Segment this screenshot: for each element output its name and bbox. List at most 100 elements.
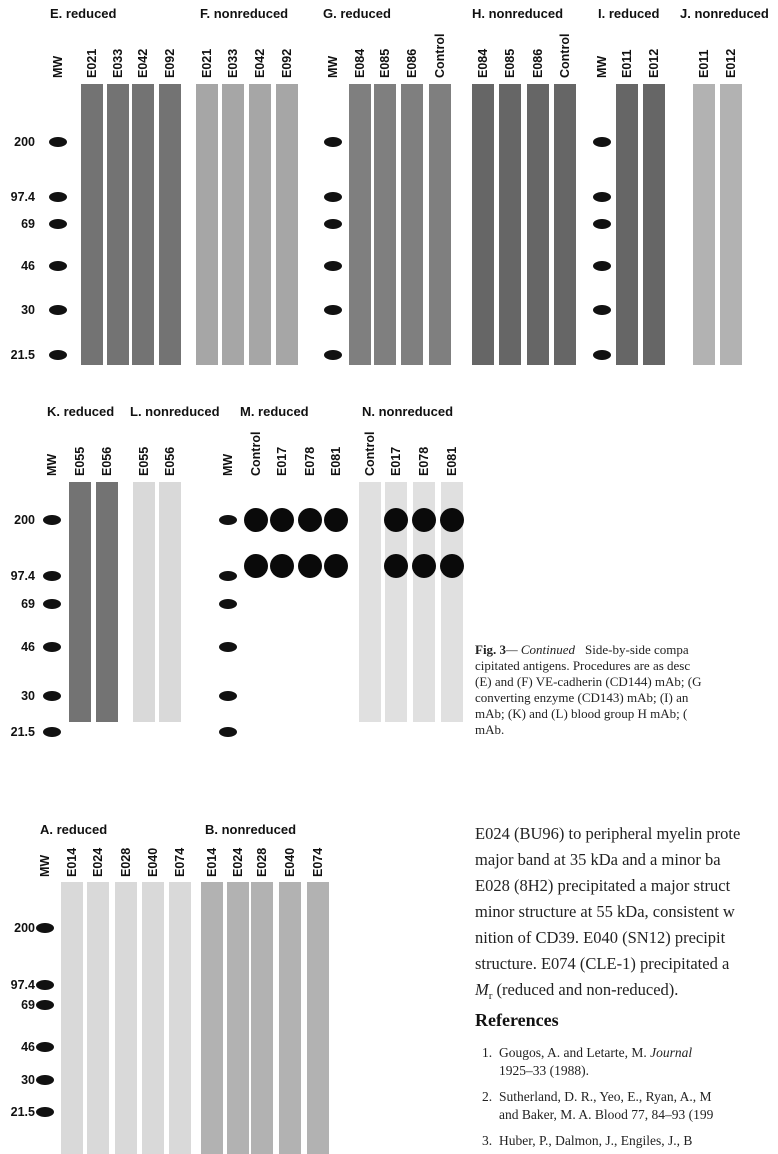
mw-band: [593, 137, 611, 147]
lane-label: E056: [100, 447, 114, 476]
lane-label: Control: [433, 34, 447, 78]
mw-label: 46: [21, 640, 35, 654]
lane-smear: [643, 84, 665, 365]
band: [324, 508, 348, 532]
lane-label: E092: [280, 49, 294, 78]
lane-smear: [227, 882, 249, 1154]
mw-band: [43, 515, 61, 525]
mw-label: 46: [21, 259, 35, 273]
mw-label: 200: [14, 135, 35, 149]
band: [412, 508, 436, 532]
mw-band: [36, 1000, 54, 1010]
lane-smear: [96, 482, 118, 722]
lane-label: E074: [311, 848, 325, 877]
mw-label: 97.4: [11, 569, 35, 583]
mw-band: [219, 727, 237, 737]
lane-smear: [115, 882, 137, 1154]
mw-label: 69: [21, 597, 35, 611]
body-line: Mr (reduced and non-reduced).: [474, 980, 678, 1002]
mw-band: [219, 599, 237, 609]
band: [298, 508, 322, 532]
mw-band: [49, 137, 67, 147]
band: [440, 554, 464, 578]
mw-label: 200: [14, 921, 35, 935]
lane-label: Control: [558, 34, 572, 78]
panel-label: L. nonreduced: [130, 404, 220, 419]
lane-label: E033: [111, 49, 125, 78]
lane-label: Control: [363, 432, 377, 476]
lane-label: E086: [531, 49, 545, 78]
panel-label: G. reduced: [323, 6, 391, 21]
panel-label: N. nonreduced: [362, 404, 453, 419]
ref-text: Sutherland, D. R., Yeo, E., Ryan, A., M: [499, 1089, 711, 1104]
ref-text: and Baker, M. A. Blood 77, 84–93 (199: [499, 1107, 714, 1122]
mw-band: [593, 261, 611, 271]
lane-smear: [472, 84, 494, 365]
ref-text: Huber, P., Dalmon, J., Engiles, J., B: [499, 1133, 692, 1148]
caption-line: Fig. 3— Continued Side-by-side compa: [475, 642, 689, 657]
lane-smear: [429, 84, 451, 365]
lane-label: E086: [405, 49, 419, 78]
caption-line: mAb.: [475, 722, 504, 737]
lane-smear: [251, 882, 273, 1154]
lane-label: E078: [417, 447, 431, 476]
panel-label: F. nonreduced: [200, 6, 288, 21]
lane-label: E017: [275, 447, 289, 476]
lane-smear: [69, 482, 91, 722]
lane-smear: [401, 84, 423, 365]
mw-band: [593, 219, 611, 229]
mw-band: [324, 192, 342, 202]
lane-smear: [87, 882, 109, 1154]
mw-label: 30: [21, 1073, 35, 1087]
mw-label: 21.5: [11, 348, 35, 362]
lane-label: Control: [249, 432, 263, 476]
body-line: structure. E074 (CLE-1) precipitated a: [475, 954, 730, 973]
mw-band: [324, 350, 342, 360]
fig-label: Fig. 3: [475, 642, 507, 657]
band: [298, 554, 322, 578]
panel-label: I. reduced: [598, 6, 659, 21]
mw-band: [324, 261, 342, 271]
continued: — Continued: [505, 642, 575, 657]
lane-smear: [276, 84, 298, 365]
lane-label: MW: [51, 56, 65, 78]
mw-band: [324, 219, 342, 229]
lane-smear: [441, 482, 463, 722]
mw-band: [593, 350, 611, 360]
lane-label: E028: [255, 848, 269, 877]
ref-authors: Gougos, A. and Letarte, M.: [499, 1045, 650, 1060]
references-title: References: [475, 1010, 559, 1030]
lane-label: E021: [200, 49, 214, 78]
band: [384, 508, 408, 532]
mw-band: [36, 980, 54, 990]
lane-smear: [249, 84, 271, 365]
lane-label: MW: [221, 454, 235, 476]
mw-band: [36, 923, 54, 933]
mw-label: 69: [21, 998, 35, 1012]
lane-label: E021: [85, 49, 99, 78]
caption-line: cipitated antigens. Procedures are as de…: [475, 658, 690, 673]
mw-band: [324, 305, 342, 315]
band: [244, 508, 268, 532]
ref-text: Gougos, A. and Letarte, M. Journal: [499, 1045, 692, 1060]
band: [324, 554, 348, 578]
lane-label: E056: [163, 447, 177, 476]
lane-smear: [81, 84, 103, 365]
mw-band: [219, 642, 237, 652]
lane-label: E081: [445, 447, 459, 476]
subscript: r: [489, 990, 493, 1002]
lane-smear: [196, 84, 218, 365]
band: [412, 554, 436, 578]
panel-label: K. reduced: [47, 404, 114, 419]
lane-label: MW: [595, 56, 609, 78]
lane-smear: [307, 882, 329, 1154]
mw-label: 30: [21, 303, 35, 317]
lane-label: E014: [65, 848, 79, 877]
mw-band: [593, 192, 611, 202]
mw-band: [219, 515, 237, 525]
mw-band: [43, 571, 61, 581]
mw-band: [219, 691, 237, 701]
lane-smear: [359, 482, 381, 722]
lane-label: E055: [137, 447, 151, 476]
symbol: M: [474, 980, 490, 999]
